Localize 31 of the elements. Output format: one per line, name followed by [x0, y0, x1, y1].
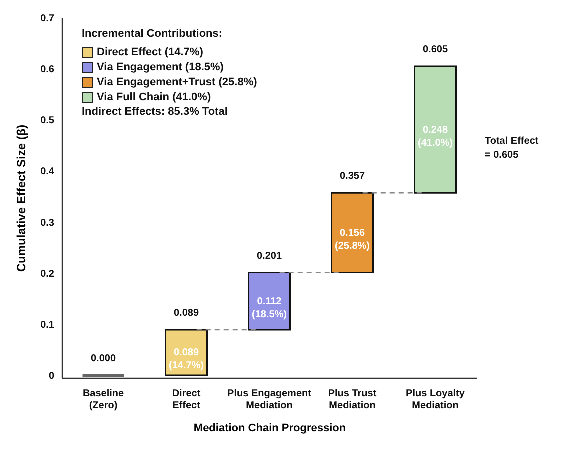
text: Total Effect = 0.605 — [485, 136, 540, 161]
x-axis-title: Mediation Chain Progression — [194, 422, 346, 434]
legend-label: Direct Effect (14.7%) — [97, 46, 204, 58]
legend-label: Via Full Chain (41.0%) — [97, 92, 212, 104]
x-tick-label: Plus Engagement Mediation — [228, 388, 312, 412]
annotation: 0.357 — [340, 171, 366, 182]
legend-title: Incremental Contributions: — [82, 28, 223, 40]
legend-label: Via Engagement (18.5%) — [97, 62, 224, 74]
legend-label: Via Engagement+Trust (25.8%) — [97, 76, 258, 88]
annotation: 0.089 — [174, 308, 200, 319]
x-tick-label: Plus Trust Mediation — [328, 388, 378, 412]
y-axis-title: Cumulative Effect Size (β) — [14, 124, 29, 272]
y-tick-label: 0.1 — [40, 320, 55, 331]
annotation: 0.201 — [256, 250, 282, 262]
y-tick-label: 0.6 — [40, 64, 55, 76]
data-label: 0.248 (41.0%) — [418, 124, 454, 149]
y-tick-label: 0 — [48, 370, 55, 382]
annotation: Indirect Effects: 85.3% Total — [82, 106, 228, 118]
annotation: 0.000 — [90, 353, 116, 364]
annotation: 0.605 — [422, 44, 448, 56]
y-tick-label: 0.4 — [40, 166, 55, 178]
data-label: 0.112 (18.5%) — [252, 296, 288, 320]
y-tick-label: 0.7 — [40, 14, 55, 24]
data-label: 0.089 (14.7%) — [168, 348, 204, 372]
x-tick-label: Baseline (Zero) — [82, 388, 124, 412]
y-tick-label: 0.2 — [40, 268, 55, 280]
y-tick-label: 0.5 — [40, 116, 55, 127]
data-label: 0.156 (25.8%) — [334, 228, 370, 252]
x-tick-label: Direct Effect — [172, 388, 202, 412]
x-tick-label: Plus Loyalty Mediation — [406, 388, 466, 412]
y-tick-label: 0.3 — [40, 218, 55, 229]
